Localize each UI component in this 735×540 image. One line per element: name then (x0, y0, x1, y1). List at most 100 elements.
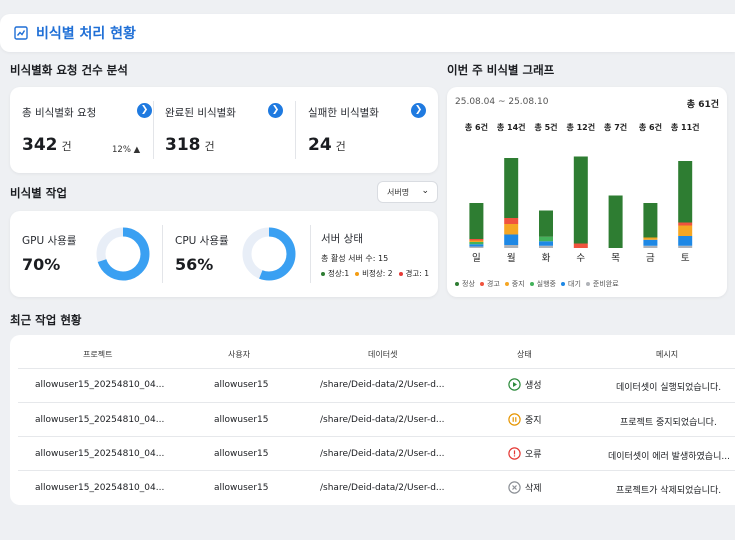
row-dataset: /share/Deid-data/2/User-d... (320, 449, 445, 459)
total-requests-value: 342 건 (22, 135, 72, 155)
pause-circle-icon (508, 413, 521, 426)
divider (310, 225, 311, 283)
x-tick-label: 화 (542, 253, 551, 264)
bar-segment-정상 (643, 203, 658, 238)
row-user: allowuser15 (214, 449, 269, 459)
status-badge: 오류 (508, 447, 542, 460)
bar-segment-대기 (504, 234, 519, 245)
status-label: 삭제 (525, 484, 542, 494)
failed-requests-stat[interactable]: 실패한 비식별화 ❯ 24 건 (308, 87, 438, 173)
legend-dot (529, 282, 534, 286)
bar-total-label: 총 14건 (497, 122, 526, 132)
row-dataset: /share/Deid-data/2/User-d... (320, 415, 445, 425)
row-project: allowuser15_20254810_04... (35, 483, 165, 493)
requests-card: 총 비식별화 요청 ❯ 342 건 12% ▲ 완료된 비식별화 ❯ 318 건 실… (10, 87, 438, 173)
table-section-title: 최근 작업 현황 (10, 313, 82, 327)
bar-segment-정상 (608, 195, 623, 248)
jobs-section-title: 비식별 작업 (10, 186, 67, 200)
row-dataset: /share/Deid-data/2/User-d... (320, 483, 445, 493)
column-header-message: 메시지 (656, 350, 679, 359)
chevron-right-icon[interactable]: ❯ (268, 103, 283, 118)
divider (153, 101, 154, 159)
status-dot (321, 271, 325, 276)
active-server-count: 총 활성 서버 수: 15 (321, 254, 389, 263)
bar-total-label: 총 6건 (639, 122, 662, 132)
bar-segment-경고 (678, 222, 693, 226)
legend-item: 대기 (561, 279, 581, 289)
chevron-right-icon[interactable]: ❯ (137, 103, 152, 118)
chart-icon (14, 26, 28, 40)
status-label: 오류 (525, 450, 542, 460)
bar-segment-대기 (469, 244, 484, 247)
bar-segment-정상 (678, 161, 693, 223)
recent-jobs-table: 프로젝트 사용자 데이터셋 상태 메시지 allowuser15_2025481… (10, 335, 735, 505)
x-tick-label: 월 (507, 252, 516, 264)
divider (18, 436, 735, 437)
chevron-down-icon: ⌄ (421, 186, 429, 196)
status-badge: 삭제 (508, 481, 542, 494)
server-status-title: 서버 상태 (321, 233, 363, 245)
failed-requests-label: 실패한 비식별화 (308, 107, 379, 119)
chevron-right-icon[interactable]: ❯ (411, 103, 426, 118)
row-project: allowuser15_20254810_04... (35, 415, 165, 425)
error-circle-icon (508, 447, 521, 460)
bar-segment-실행중 (539, 236, 553, 242)
bar-total-label: 총 5건 (534, 122, 557, 132)
legend-dot (561, 282, 565, 286)
row-project: allowuser15_20254810_04... (35, 380, 165, 390)
divider (18, 368, 735, 369)
play-circle-icon (508, 378, 521, 391)
total-requests-label: 총 비식별화 요청 (22, 107, 97, 119)
bar-segment-준비완료 (469, 246, 484, 248)
legend-dot (504, 282, 509, 286)
server-select[interactable]: 서버명 ⌄ (377, 181, 438, 203)
x-tick-label: 일 (472, 253, 481, 264)
row-user: allowuser15 (214, 415, 269, 425)
legend-warning: 경고: 1 (405, 269, 429, 278)
cpu-usage-label: CPU 사용률 (175, 235, 229, 247)
divider (18, 402, 735, 403)
server-select-value: 서버명 (387, 187, 410, 197)
bar-segment-준비완료 (539, 245, 553, 248)
row-message: 데이터셋이 에러 발생하였습니... (608, 452, 730, 462)
legend-item: 실행중 (529, 279, 556, 289)
arrow-up-icon: ▲ (133, 145, 141, 155)
bar-segment-정상 (573, 156, 588, 244)
row-message: 프로젝트가 삭제되었습니다. (616, 486, 722, 496)
row-dataset: /share/Deid-data/2/User-d... (320, 380, 445, 390)
legend-label: 정상 (462, 280, 475, 288)
cpu-usage-value: 56% (175, 255, 214, 274)
completed-requests-stat[interactable]: 완료된 비식별화 ❯ 318 건 (165, 87, 295, 173)
legend-label: 경고 (486, 280, 500, 288)
page-title: 비식별 처리 현황 (36, 26, 136, 42)
bar-segment-대기 (678, 236, 693, 246)
gpu-donut (96, 227, 150, 281)
status-badge: 중지 (508, 413, 542, 426)
x-tick-label: 금 (646, 253, 655, 264)
row-message: 데이터셋이 실행되었습니다. (616, 383, 722, 393)
legend-item: 중지 (504, 279, 525, 289)
legend-item: 준비완료 (585, 279, 619, 289)
x-tick-label: 수 (576, 253, 585, 264)
bar-segment-중지 (504, 224, 519, 235)
chart-date-range: 25.08.04 ~ 25.08.10 (455, 97, 549, 107)
column-header-project: 프로젝트 (83, 350, 113, 359)
row-message: 프로젝트 중지되었습니다. (620, 418, 717, 428)
requests-section-title: 비식별화 요청 건수 분석 (10, 63, 128, 77)
legend-normal: 정상:1 (328, 269, 350, 278)
legend-abnormal: 비정상: 2 (362, 269, 393, 278)
chart-section-title: 이번 주 비식별 그래프 (447, 63, 555, 77)
total-requests-stat[interactable]: 총 비식별화 요청 ❯ 342 건 12% ▲ (22, 87, 152, 173)
status-dot (398, 271, 403, 276)
bar-segment-정상 (539, 210, 553, 237)
legend-dot (479, 282, 484, 286)
column-header-status: 상태 (517, 350, 532, 359)
bar-segment-실행중 (469, 242, 484, 245)
completed-requests-label: 완료된 비식별화 (165, 107, 236, 119)
column-header-dataset: 데이터셋 (368, 350, 398, 359)
legend-dot (455, 282, 459, 286)
change-badge: 12% ▲ (112, 145, 141, 155)
gpu-usage-value: 70% (22, 255, 61, 274)
legend-label: 대기 (568, 280, 581, 288)
